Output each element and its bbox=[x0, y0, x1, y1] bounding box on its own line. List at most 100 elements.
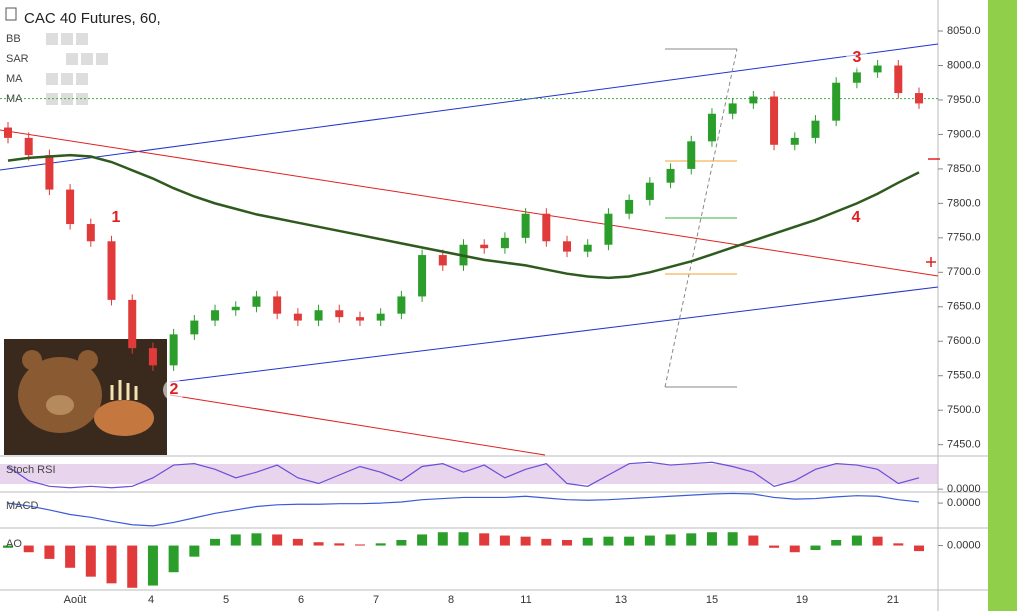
indicator-button[interactable] bbox=[76, 33, 88, 45]
candle-body bbox=[107, 241, 116, 300]
candle-body bbox=[500, 237, 509, 249]
bar bbox=[127, 545, 138, 588]
x-tick-label: 5 bbox=[223, 594, 229, 606]
bar bbox=[189, 545, 200, 557]
indicator-button[interactable] bbox=[46, 73, 58, 85]
annotation: 4 bbox=[852, 209, 861, 226]
candle-body bbox=[790, 137, 799, 145]
bar bbox=[686, 533, 697, 546]
y-tick-label: 8000.0 bbox=[947, 59, 981, 71]
panel-borders bbox=[0, 0, 988, 611]
y-tick-label: 7800.0 bbox=[947, 197, 981, 209]
indicator-button[interactable] bbox=[46, 33, 58, 45]
moving-average bbox=[7, 153, 920, 280]
bar bbox=[417, 534, 428, 546]
bar bbox=[624, 536, 635, 546]
annotation-circle bbox=[105, 207, 127, 229]
y-tick-label: 7600.0 bbox=[947, 335, 981, 347]
candle-body bbox=[376, 313, 385, 321]
indicator-label: MA bbox=[6, 93, 23, 105]
bar bbox=[541, 538, 552, 546]
candle-body bbox=[915, 93, 923, 104]
x-tick-label: 4 bbox=[148, 594, 154, 606]
bar bbox=[872, 536, 883, 546]
candle-body bbox=[45, 155, 54, 190]
bar bbox=[893, 543, 904, 546]
bar bbox=[210, 538, 221, 546]
annotation: 2 bbox=[170, 381, 179, 398]
bear-photo bbox=[4, 339, 167, 455]
y-tick-label: 0.0000 bbox=[947, 483, 981, 495]
candle-body bbox=[273, 296, 282, 314]
indicator-button[interactable] bbox=[66, 53, 78, 65]
bar bbox=[251, 533, 262, 546]
bar bbox=[789, 545, 800, 553]
y-tick-label: 7550.0 bbox=[947, 370, 981, 382]
bar bbox=[375, 543, 386, 546]
candle-body bbox=[66, 189, 75, 225]
bar bbox=[23, 545, 34, 553]
candle-body bbox=[231, 306, 240, 311]
indicator-button[interactable] bbox=[81, 53, 93, 65]
bar bbox=[769, 545, 780, 548]
annotation-circle bbox=[845, 207, 867, 229]
collapse-icon[interactable] bbox=[5, 7, 17, 21]
candle-body bbox=[728, 103, 737, 114]
bar bbox=[3, 545, 13, 548]
indicator-label: BB bbox=[6, 33, 21, 45]
bar bbox=[65, 545, 76, 568]
indicator-label: MA bbox=[6, 73, 23, 85]
candle-body bbox=[169, 334, 178, 366]
candle-body bbox=[811, 120, 820, 138]
candle-body bbox=[604, 213, 613, 245]
candle-body bbox=[24, 137, 33, 156]
indicator-button[interactable] bbox=[61, 33, 73, 45]
x-tick-label: 19 bbox=[796, 594, 808, 606]
indicator-line bbox=[7, 461, 920, 489]
indicator-line bbox=[7, 492, 920, 527]
candle-body bbox=[645, 182, 654, 200]
side-bar bbox=[988, 0, 1017, 611]
candle-body bbox=[397, 296, 406, 314]
candle-body bbox=[625, 199, 634, 214]
x-tick-label: 6 bbox=[298, 594, 304, 606]
x-tick-label: Août bbox=[64, 594, 87, 606]
bar bbox=[562, 540, 573, 546]
y-tick-label: 7900.0 bbox=[947, 128, 981, 140]
y-tick-label: 7850.0 bbox=[947, 163, 981, 175]
candle-body bbox=[293, 313, 302, 321]
indicator-button[interactable] bbox=[76, 73, 88, 85]
indicator-label: SAR bbox=[6, 53, 29, 65]
candle-body bbox=[770, 96, 779, 145]
bar bbox=[168, 545, 179, 573]
candle-body bbox=[873, 65, 882, 73]
candle-body bbox=[687, 141, 696, 169]
bar bbox=[914, 545, 924, 552]
bar bbox=[748, 535, 759, 546]
candle-body bbox=[563, 241, 572, 252]
indicator-button[interactable] bbox=[61, 93, 73, 105]
candle-body bbox=[583, 244, 592, 252]
annotation: 1 bbox=[112, 209, 121, 226]
y-tick-label: 0.0000 bbox=[947, 539, 981, 551]
chart-title: CAC 40 Futures, 60, bbox=[24, 10, 161, 27]
panel-title: AO bbox=[6, 538, 22, 550]
x-tick-label: 15 bbox=[706, 594, 718, 606]
bar bbox=[334, 543, 345, 546]
indicator-button[interactable] bbox=[61, 73, 73, 85]
indicator-button[interactable] bbox=[96, 53, 108, 65]
candle-body bbox=[128, 299, 137, 349]
candle-body bbox=[148, 348, 157, 366]
candle-body bbox=[542, 213, 551, 242]
bar bbox=[437, 532, 448, 546]
x-tick-label: 13 bbox=[615, 594, 627, 606]
bar bbox=[85, 545, 96, 577]
candle-body bbox=[666, 168, 675, 183]
panel-title: Stoch RSI bbox=[6, 464, 56, 476]
candle-body bbox=[438, 255, 447, 266]
bar bbox=[106, 545, 117, 584]
bar bbox=[272, 534, 283, 546]
bar bbox=[44, 545, 55, 559]
